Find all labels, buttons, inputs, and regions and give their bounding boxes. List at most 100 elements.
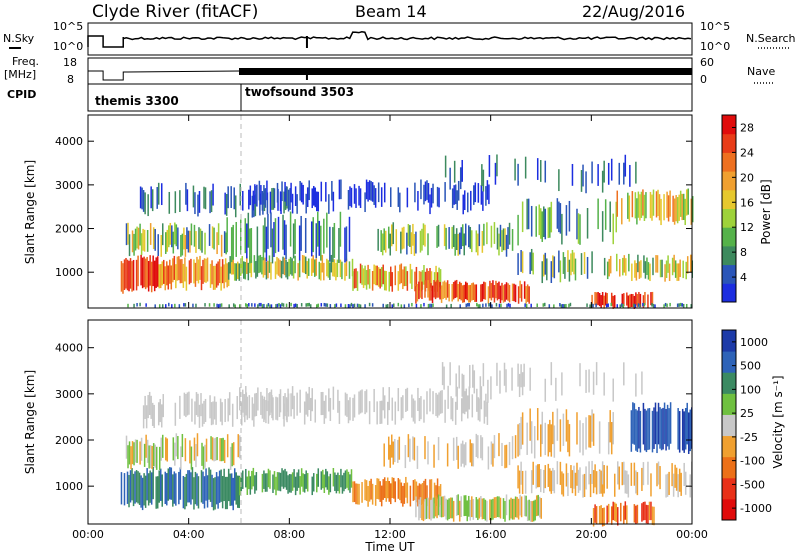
velocity-cell — [380, 485, 383, 507]
velocity-cell — [504, 445, 506, 469]
power-cell — [444, 182, 446, 202]
velocity-cell — [505, 494, 508, 516]
velocity-cell — [128, 441, 131, 465]
power-cell — [673, 198, 676, 225]
power-cell — [535, 206, 537, 237]
power-cell — [120, 261, 123, 292]
velocity-cell — [460, 443, 462, 467]
power-cell — [523, 281, 526, 299]
power-cell — [629, 294, 631, 308]
power-cell — [426, 268, 428, 288]
power-cell — [340, 303, 342, 308]
velocity-cell — [529, 500, 532, 522]
velocity-cell — [417, 387, 419, 411]
velocity-cell — [571, 470, 574, 494]
power-cell — [332, 191, 335, 212]
power-cell — [259, 193, 261, 216]
power-cell — [350, 302, 353, 307]
velocity-cell — [312, 473, 315, 492]
velocity-cell — [347, 471, 350, 491]
velocity-cell — [214, 437, 217, 461]
power-cell — [508, 222, 511, 245]
power-cell — [424, 280, 426, 298]
velocity-cell — [296, 472, 298, 491]
power-cell — [423, 265, 425, 285]
power-cell — [528, 286, 530, 304]
power-cell — [230, 257, 233, 275]
power-cell — [651, 194, 653, 221]
velocity-cell — [428, 498, 431, 520]
power-cell — [677, 263, 680, 281]
velocity-cell — [521, 372, 524, 396]
velocity-colorbar-tick-label: 1000 — [740, 336, 768, 349]
power-cell — [186, 189, 189, 212]
velocity-cell — [684, 471, 687, 495]
velocity-cell — [390, 483, 392, 505]
velocity-cell — [412, 398, 415, 422]
power-cell — [193, 224, 196, 247]
velocity-cell — [530, 421, 533, 454]
velocity-cell — [415, 481, 418, 503]
velocity-cell — [615, 503, 618, 523]
power-cell — [676, 197, 679, 224]
power-cell — [200, 266, 203, 291]
power-cell — [659, 259, 662, 278]
power-cell — [455, 228, 458, 251]
velocity-cell — [285, 397, 288, 421]
power-cell — [126, 259, 129, 291]
power-cell — [553, 256, 556, 279]
velocity-cell — [461, 440, 464, 464]
power-cell — [198, 191, 201, 213]
power-cell — [199, 255, 201, 280]
velocity-cell — [417, 485, 419, 507]
power-cell — [619, 259, 621, 277]
velocity-cell — [355, 483, 357, 505]
power-cell — [269, 304, 271, 308]
power-cell — [137, 255, 139, 287]
power-cell — [603, 160, 605, 183]
velocity-cell — [193, 477, 195, 510]
velocity-cell — [299, 389, 301, 413]
power-cell — [307, 258, 310, 276]
power-cell — [240, 258, 242, 276]
power-cell — [595, 303, 597, 308]
velocity-cell — [419, 497, 422, 518]
power-cell — [165, 232, 167, 254]
power-cell — [433, 280, 435, 298]
velocity-cell — [337, 389, 339, 413]
velocity-cell — [568, 424, 571, 457]
power-cell — [443, 280, 446, 299]
power-cell — [415, 266, 418, 287]
velocity-cell — [574, 472, 577, 496]
velocity-cell — [477, 397, 480, 421]
power-cell — [311, 188, 313, 209]
power-cell — [353, 184, 356, 204]
power-cell — [383, 228, 385, 251]
velocity-cell — [376, 478, 378, 499]
velocity-cell — [287, 388, 289, 412]
power-cell — [367, 181, 369, 202]
power-cell — [529, 252, 531, 275]
velocity-cell — [620, 502, 622, 522]
velocity-cell — [146, 439, 149, 463]
power-cell — [430, 283, 432, 301]
power-cell — [674, 260, 677, 278]
power-cell — [386, 304, 389, 308]
velocity-cell — [299, 476, 301, 495]
velocity-cell — [400, 397, 403, 421]
velocity-cell — [639, 410, 642, 453]
velocity-cell — [290, 474, 292, 493]
power-cell — [623, 162, 625, 185]
velocity-cell — [592, 508, 595, 527]
power-cell — [330, 254, 333, 273]
velocity-cell — [229, 446, 232, 470]
power-cell — [543, 206, 545, 238]
velocity-cell — [591, 460, 593, 484]
velocity-cell — [194, 471, 197, 505]
power-cell — [431, 285, 434, 304]
velocity-cell — [228, 392, 231, 416]
velocity-cell — [215, 401, 217, 425]
